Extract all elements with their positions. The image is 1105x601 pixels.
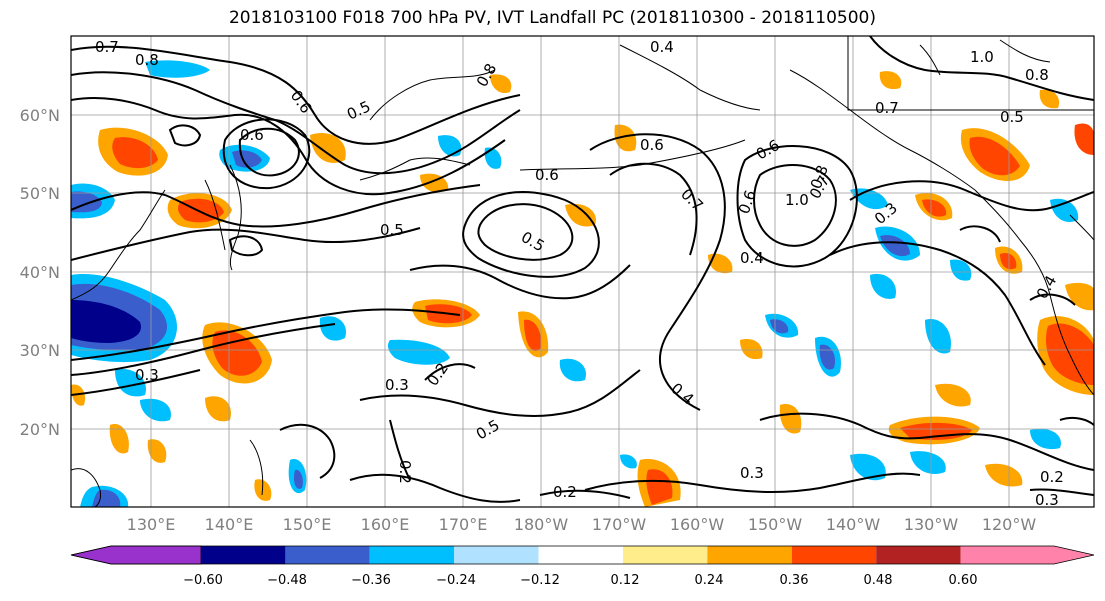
lon-label: 130°W [904, 515, 959, 534]
lon-label: 140°E [205, 515, 254, 534]
lat-label: 60°N [20, 106, 60, 125]
lat-label: 30°N [20, 341, 60, 360]
contour-label: 0.5 [380, 221, 404, 239]
contour-label: 0.8 [1025, 66, 1049, 84]
colorbar-tick-label: 0.48 [864, 573, 893, 588]
colorbar-tick-label: 0.36 [780, 573, 809, 588]
contour-label: 0.7 [875, 99, 899, 117]
lat-label: 50°N [20, 184, 60, 203]
longitude-labels: 130°E 140°E 150°E 160°E 170°E 180°W 170°… [127, 515, 1037, 534]
lon-label: 160°W [670, 515, 725, 534]
colorbar-segment [538, 546, 623, 564]
contour-label: 0.4 [650, 38, 674, 56]
lon-label: 130°E [127, 515, 176, 534]
contour-label: 0.7 [95, 38, 119, 56]
colorbar [70, 545, 1095, 565]
colorbar-segment [623, 546, 708, 564]
colorbar-tick-label: 0.60 [949, 573, 978, 588]
colorbar-tick-label: −0.36 [351, 573, 391, 588]
colorbar-segment [285, 546, 370, 564]
contour-label: 0.3 [740, 464, 764, 482]
lon-label: 150°W [748, 515, 803, 534]
negative-anomaly-west [71, 60, 1079, 507]
lon-label: 170°E [439, 515, 488, 534]
graticule [71, 36, 1094, 507]
contour-label: 0.4 [740, 249, 764, 267]
positive-anomaly [71, 71, 1094, 507]
colorbar-segment [707, 546, 792, 564]
contour-label: 0.5 [1000, 108, 1024, 126]
colorbar-segment [791, 546, 877, 564]
lon-label: 120°W [982, 515, 1037, 534]
contour-label: 0.8 [135, 51, 159, 69]
colorbar-segment [454, 546, 539, 564]
pc-shading [71, 60, 1094, 507]
contour-label: 1.0 [785, 191, 809, 209]
contour-label: 0.6 [240, 126, 264, 144]
lon-label: 170°W [592, 515, 647, 534]
colorbar-extension-max [960, 546, 1094, 564]
colorbar-tick-label: −0.24 [436, 573, 476, 588]
colorbar-segment [201, 546, 286, 564]
lon-label: 160°E [361, 515, 410, 534]
map-title: 2018103100 F018 700 hPa PV, IVT Landfall… [228, 8, 876, 28]
contour-label: 1.0 [970, 48, 994, 66]
lat-label: 20°N [20, 420, 60, 439]
contour-label: 0.2 [1040, 468, 1064, 486]
coastlines [71, 36, 1094, 507]
colorbar-tick-label: 0.12 [611, 573, 640, 588]
colorbar-segment [876, 546, 961, 564]
contour-label: 0.2 [553, 483, 577, 501]
contour-label: 0.3 [385, 376, 409, 394]
contour-label: 0.6 [640, 136, 664, 154]
colorbar-outline [70, 545, 1095, 565]
colorbar-segment [369, 546, 455, 564]
latitude-labels: 60°N 50°N 40°N 30°N 20°N [20, 106, 60, 439]
colorbar-tick-labels: −0.60 −0.48 −0.36 −0.24 −0.12 0.12 0.24 … [183, 573, 977, 588]
lat-label: 40°N [20, 263, 60, 282]
contour-label: 0.3 [135, 366, 159, 384]
lon-label: 140°W [826, 515, 881, 534]
contour-label: 0.6 [535, 166, 559, 184]
colorbar-tick-label: −0.12 [520, 573, 560, 588]
lon-label: 180°W [514, 515, 569, 534]
colorbar-tick-label: 0.24 [695, 573, 724, 588]
map-border [70, 35, 1095, 508]
contour-label: 0.3 [1035, 491, 1059, 509]
colorbar-tick-label: −0.60 [183, 573, 223, 588]
colorbar-extension-min [70, 545, 202, 565]
lon-label: 150°E [283, 515, 332, 534]
contour-label: 0.2 [396, 460, 414, 484]
colorbar-tick-label: −0.48 [267, 573, 307, 588]
pv-contours [71, 36, 1094, 503]
